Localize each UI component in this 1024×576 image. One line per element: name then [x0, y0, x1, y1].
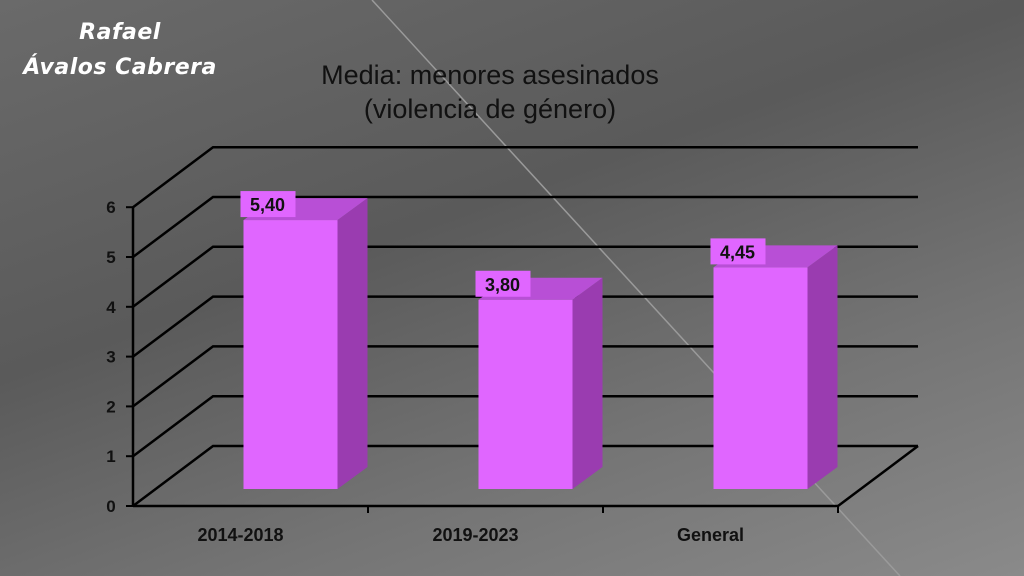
floor-edge	[837, 445, 919, 507]
gridline	[132, 295, 918, 358]
bar	[713, 267, 808, 489]
data-label-box	[475, 270, 531, 297]
y-tick-label: 2	[106, 397, 115, 416]
gridline	[132, 444, 918, 507]
bar	[243, 220, 338, 489]
x-category-label: 2014-2018	[197, 525, 283, 545]
y-tick-label: 6	[106, 198, 115, 217]
bar-side	[807, 245, 838, 489]
bar-side	[572, 277, 603, 489]
data-label: 5,40	[250, 195, 285, 215]
author-last-name: Ávalos Cabrera	[23, 55, 217, 80]
y-tick-label: 4	[106, 298, 116, 317]
chart-title-line1: Media: menores asesinados	[321, 60, 659, 90]
bar	[478, 299, 573, 489]
author-first-name: Rafael	[79, 20, 161, 45]
gridline	[132, 145, 918, 209]
gridline	[132, 345, 918, 408]
gridline	[132, 245, 918, 308]
data-label-box	[710, 238, 766, 265]
y-tick-label: 5	[106, 248, 115, 267]
bar-side	[337, 198, 368, 489]
x-category-label: 2019-2023	[432, 525, 518, 545]
data-label: 3,80	[485, 275, 520, 295]
chart-title: Media: menores asesinados (violencia de …	[250, 58, 730, 126]
y-tick-label: 1	[106, 447, 115, 466]
data-label: 4,45	[720, 242, 755, 262]
gridline	[132, 195, 918, 258]
y-tick-label: 3	[106, 348, 115, 367]
chart-title-line2: (violencia de género)	[363, 94, 617, 124]
x-category-label: General	[677, 525, 744, 545]
data-label-box	[240, 191, 296, 218]
y-tick-label: 0	[106, 497, 115, 516]
gridline	[132, 394, 918, 458]
